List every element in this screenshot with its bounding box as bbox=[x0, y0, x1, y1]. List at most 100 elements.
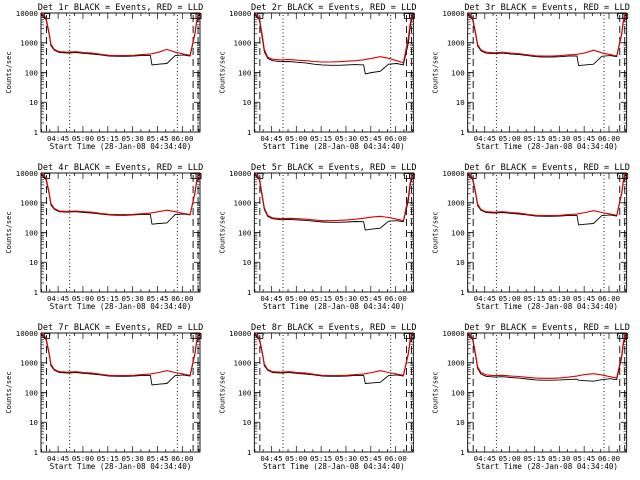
x-tick-label: 04:45 bbox=[474, 454, 496, 463]
y-tick-label: 1 bbox=[247, 128, 251, 137]
y-tick-label: 100 bbox=[238, 68, 251, 77]
events-series-line bbox=[253, 174, 414, 231]
panel-det-3r: Det 3r BLACK = Events, RED = LLD Counts/s… bbox=[432, 3, 630, 151]
x-tick-label: 06:00 bbox=[385, 454, 407, 463]
plot-frame bbox=[467, 332, 628, 453]
chart-title: Det 8r BLACK = Events, RED = LLD bbox=[251, 323, 417, 333]
x-tick-label: 05:30 bbox=[122, 134, 144, 143]
x-tick-label: 05:45 bbox=[573, 134, 595, 143]
marker-box bbox=[617, 13, 624, 19]
x-tick-label: 05:30 bbox=[335, 134, 357, 143]
panel-det-2r: Det 2r BLACK = Events, RED = LLD Counts/s… bbox=[218, 3, 416, 151]
x-tick-label: 05:15 bbox=[97, 454, 119, 463]
x-tick-label: 05:30 bbox=[335, 454, 357, 463]
y-tick-label: 100 bbox=[25, 68, 38, 77]
y-tick-label: 1000 bbox=[447, 39, 465, 48]
lld-series-line bbox=[40, 12, 201, 57]
chart-title: Det 3r BLACK = Events, RED = LLD bbox=[464, 3, 630, 13]
x-tick-label: 05:30 bbox=[548, 134, 570, 143]
marker-box bbox=[44, 173, 50, 179]
x-tick-label: 06:00 bbox=[385, 294, 407, 303]
y-tick-label: 10 bbox=[242, 418, 251, 427]
chart-title: Det 6r BLACK = Events, RED = LLD bbox=[464, 163, 630, 173]
y-tick-label: 1000 bbox=[234, 199, 252, 208]
chart-title: Det 4r BLACK = Events, RED = LLD bbox=[38, 163, 204, 173]
lld-series-line bbox=[253, 172, 414, 222]
y-tick-label: 100 bbox=[451, 228, 464, 237]
chart-title: Det 7r BLACK = Events, RED = LLD bbox=[38, 323, 204, 333]
x-tick-label: 06:00 bbox=[171, 294, 193, 303]
y-tick-label: 10000 bbox=[442, 169, 464, 178]
x-tick-label: 04:45 bbox=[47, 294, 69, 303]
x-axis-label: Start Time (28-Jan-08 04:34:40) bbox=[263, 302, 405, 311]
y-tick-label: 1 bbox=[247, 288, 251, 297]
y-tick-label: 10000 bbox=[229, 169, 251, 178]
marker-box bbox=[190, 333, 197, 339]
events-series-line bbox=[40, 173, 201, 225]
x-tick-label: 05:00 bbox=[498, 134, 520, 143]
x-tick-label: 05:00 bbox=[72, 294, 94, 303]
x-axis-label: Start Time (28-Jan-08 04:34:40) bbox=[263, 142, 405, 151]
y-tick-label: 10 bbox=[242, 98, 251, 107]
marker-box bbox=[470, 13, 477, 19]
y-tick-label: 10 bbox=[456, 418, 465, 427]
x-tick-label: 05:00 bbox=[285, 454, 307, 463]
x-axis-label: Start Time (28-Jan-08 04:34:40) bbox=[476, 462, 618, 471]
y-axis-label: Counts/sec bbox=[432, 211, 440, 253]
y-axis-label: Counts/sec bbox=[218, 371, 226, 413]
events-series-line bbox=[253, 14, 414, 75]
marker-box bbox=[190, 13, 197, 19]
y-tick-label: 100 bbox=[238, 388, 251, 397]
chart-title: Det 9r BLACK = Events, RED = LLD bbox=[464, 323, 630, 333]
y-tick-label: 1000 bbox=[20, 199, 38, 208]
x-tick-label: 05:30 bbox=[335, 294, 357, 303]
marker-box bbox=[404, 13, 410, 19]
lld-series-line bbox=[467, 332, 628, 379]
y-tick-label: 10 bbox=[242, 258, 251, 267]
x-tick-label: 06:00 bbox=[171, 134, 193, 143]
y-tick-label: 1000 bbox=[234, 39, 252, 48]
x-tick-label: 06:00 bbox=[598, 134, 620, 143]
x-tick-label: 05:15 bbox=[523, 454, 545, 463]
y-tick-label: 10000 bbox=[229, 9, 251, 18]
x-tick-label: 05:00 bbox=[72, 134, 94, 143]
y-tick-label: 1 bbox=[460, 128, 464, 137]
y-tick-label: 1000 bbox=[20, 359, 38, 368]
panel-det-8r: Det 8r BLACK = Events, RED = LLD Counts/s… bbox=[218, 323, 416, 471]
x-tick-label: 05:30 bbox=[548, 294, 570, 303]
x-tick-label: 04:45 bbox=[260, 294, 282, 303]
x-axis-label: Start Time (28-Jan-08 04:34:40) bbox=[476, 142, 618, 151]
x-tick-label: 04:45 bbox=[474, 134, 496, 143]
x-tick-label: 05:45 bbox=[573, 294, 595, 303]
y-tick-label: 1 bbox=[34, 448, 38, 457]
events-series-line bbox=[40, 14, 201, 66]
x-tick-label: 04:45 bbox=[47, 454, 69, 463]
x-tick-label: 05:00 bbox=[498, 454, 520, 463]
x-tick-label: 04:45 bbox=[260, 134, 282, 143]
chart-title: Det 2r BLACK = Events, RED = LLD bbox=[251, 3, 417, 13]
x-tick-label: 04:45 bbox=[474, 294, 496, 303]
plot-frame bbox=[40, 12, 201, 133]
marker-box bbox=[44, 333, 50, 339]
y-tick-label: 10000 bbox=[442, 329, 464, 338]
y-tick-label: 1000 bbox=[447, 199, 465, 208]
y-tick-label: 10 bbox=[456, 98, 465, 107]
events-series-line bbox=[40, 334, 201, 386]
y-axis-label: Counts/sec bbox=[218, 211, 226, 253]
chart-title: Det 5r BLACK = Events, RED = LLD bbox=[251, 163, 417, 173]
x-tick-label: 05:30 bbox=[122, 294, 144, 303]
marker-box bbox=[190, 173, 197, 179]
panel-det-4r: Det 4r BLACK = Events, RED = LLD Counts/s… bbox=[5, 163, 203, 311]
x-axis-label: Start Time (28-Jan-08 04:34:40) bbox=[50, 142, 192, 151]
marker-box bbox=[408, 173, 415, 179]
lld-series-line bbox=[40, 172, 201, 216]
marker-box bbox=[404, 173, 410, 179]
y-tick-label: 100 bbox=[451, 388, 464, 397]
y-tick-label: 1 bbox=[247, 448, 251, 457]
x-tick-label: 06:00 bbox=[598, 454, 620, 463]
y-axis-label: Counts/sec bbox=[432, 51, 440, 93]
lld-series-line bbox=[253, 332, 414, 377]
y-tick-label: 10000 bbox=[16, 329, 38, 338]
y-tick-label: 10000 bbox=[229, 329, 251, 338]
lld-series-line bbox=[467, 172, 628, 217]
